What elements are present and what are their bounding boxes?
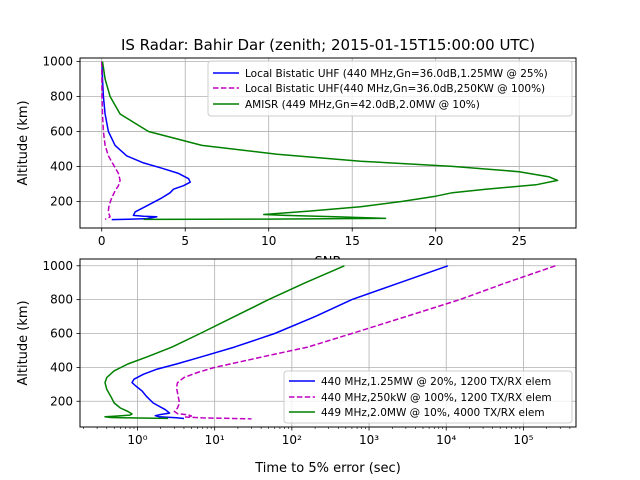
time-axis-ticks: 10⁰ 10¹ 10² 10³ 10⁴ 10⁵ 200 400 600 800 1000 [42, 259, 571, 447]
time-x-tick-label: 10¹ [205, 433, 225, 447]
snr-legend: Local Bistatic UHF (440 MHz,Gn=36.0dB,1.… [207, 60, 573, 117]
snr-y-tick-label: 400 [50, 159, 73, 173]
snr-x-tick-label: 0 [98, 234, 106, 248]
snr-plot-frame [79, 57, 577, 229]
time-x-tick-label: 10³ [359, 433, 379, 447]
snr-x-tick-label: 20 [428, 234, 443, 248]
time-y-tick-label: 200 [50, 394, 73, 408]
time-x-tick-label: 10² [282, 433, 302, 447]
snr-series-line-2 [100, 61, 121, 220]
time-series-lines [104, 265, 556, 420]
snr-legend-label-amisr: AMISR (449 MHz,Gn=42.0dB,2.0MW @ 10%) [245, 99, 480, 111]
snr-x-tick-label: 25 [512, 234, 527, 248]
snr-y-tick-label: 200 [50, 194, 73, 208]
time-y-tick-label: 600 [50, 327, 73, 341]
time-series-line-2 [173, 265, 556, 420]
snr-x-tick-label: 10 [261, 234, 276, 248]
snr-y-tick-label: 600 [50, 124, 73, 138]
snr-y-tick-label: 800 [50, 89, 73, 103]
time-x-tick-label: 10⁵ [513, 433, 533, 447]
time-series-line-3 [104, 265, 345, 420]
figure-title: IS Radar: Bahir Dar (zenith; 2015-01-15T… [121, 36, 535, 54]
snr-x-tick-label: 15 [345, 234, 360, 248]
snr-legend-label-bistatic-250kw: Local Bistatic UHF(440 MHz,Gn=36.0dB,250… [245, 83, 545, 95]
time-legend-label-250kw: 440 MHz,250kW @ 100%, 1200 TX/RX elem [321, 392, 552, 404]
snr-legend-label-bistatic-1250kw: Local Bistatic UHF (440 MHz,Gn=36.0dB,1.… [245, 68, 548, 80]
time-y-tick-label: 800 [50, 293, 73, 307]
snr-x-tick-label: 5 [181, 234, 189, 248]
snr-series-line-1 [101, 61, 191, 221]
time-legend-label-1250kw: 440 MHz,1.25MW @ 20%, 1200 TX/RX elem [321, 376, 551, 388]
snr-y-axis-label: Altitude (km) [16, 100, 31, 185]
time-plot-frame [79, 258, 577, 428]
time-series-line-1 [131, 265, 449, 420]
time-x-axis-label: Time to 5% error (sec) [254, 461, 401, 476]
snr-y-tick-label: 1000 [42, 54, 73, 68]
snr-series-lines [100, 61, 559, 221]
snr-legend-box [207, 60, 573, 117]
time-x-tick-label: 10⁰ [127, 433, 147, 447]
time-to-error-plot: 10⁰ 10¹ 10² 10³ 10⁴ 10⁵ 200 400 600 800 1000 Time … [16, 258, 577, 476]
snr-axis-ticks: 0 5 10 15 20 25 200 400 600 800 1000 [42, 54, 526, 248]
time-y-tick-label: 400 [50, 360, 73, 374]
time-legend: 440 MHz,1.25MW @ 20%, 1200 TX/RX elem 44… [283, 370, 573, 424]
time-x-tick-label: 10⁴ [436, 433, 456, 447]
time-y-axis-label: Altitude (km) [16, 300, 31, 385]
time-legend-label-amisr: 449 MHz,2.0MW @ 10%, 4000 TX/RX elem [321, 407, 545, 419]
time-legend-box [283, 370, 573, 424]
snr-series-line-3 [101, 61, 559, 221]
time-y-tick-label: 1000 [42, 259, 73, 273]
